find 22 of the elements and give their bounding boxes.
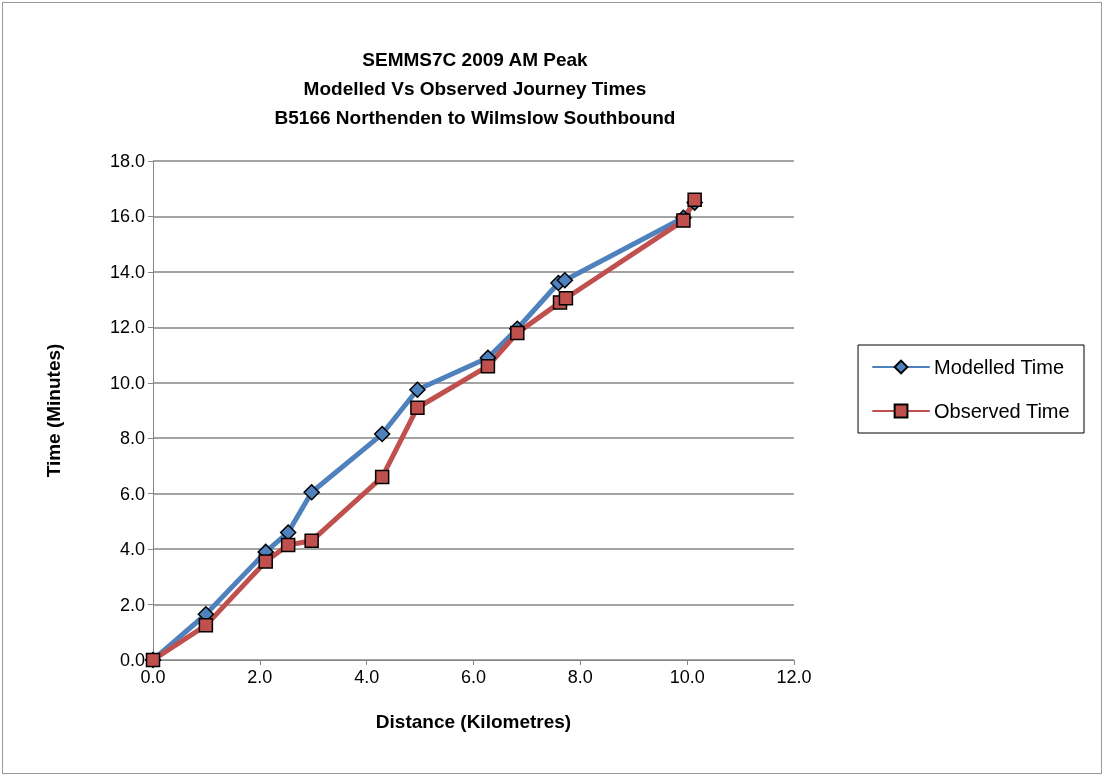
y-tick-label: 10.0 — [109, 372, 145, 393]
y-tick-label: 0.0 — [119, 650, 145, 670]
y-axis-title: Time (Minutes) — [43, 343, 64, 478]
y-tick-label: 4.0 — [119, 539, 145, 560]
x-tick-label: 0.0 — [140, 667, 166, 687]
x-tick-label: 12.0 — [776, 667, 812, 687]
x-tick-label: 10.0 — [669, 667, 705, 687]
x-tick-label: 6.0 — [460, 667, 487, 687]
y-tick-label: 18.0 — [109, 151, 145, 171]
legend-label: Modelled Time — [934, 356, 1065, 378]
y-tick-label: 6.0 — [119, 483, 145, 504]
x-tick-label: 8.0 — [567, 667, 593, 687]
x-axis-title: Distance (Kilometres) — [375, 711, 572, 732]
chart-title: SEMMS7C 2009 AM Peak Modelled Vs Observed Journey Times B5166 Northenden to Wilmslow Southbound — [274, 49, 676, 128]
x-tick-label: 4.0 — [354, 667, 380, 687]
y-tick-label: 2.0 — [119, 594, 145, 615]
y-tick-label: 14.0 — [109, 261, 145, 282]
y-tick-label: 8.0 — [119, 428, 145, 449]
y-tick-label: 12.0 — [109, 317, 145, 338]
legend-label: Observed Time — [934, 400, 1070, 422]
x-tick-label: 2.0 — [247, 667, 273, 687]
y-tick-label: 16.0 — [109, 206, 145, 227]
